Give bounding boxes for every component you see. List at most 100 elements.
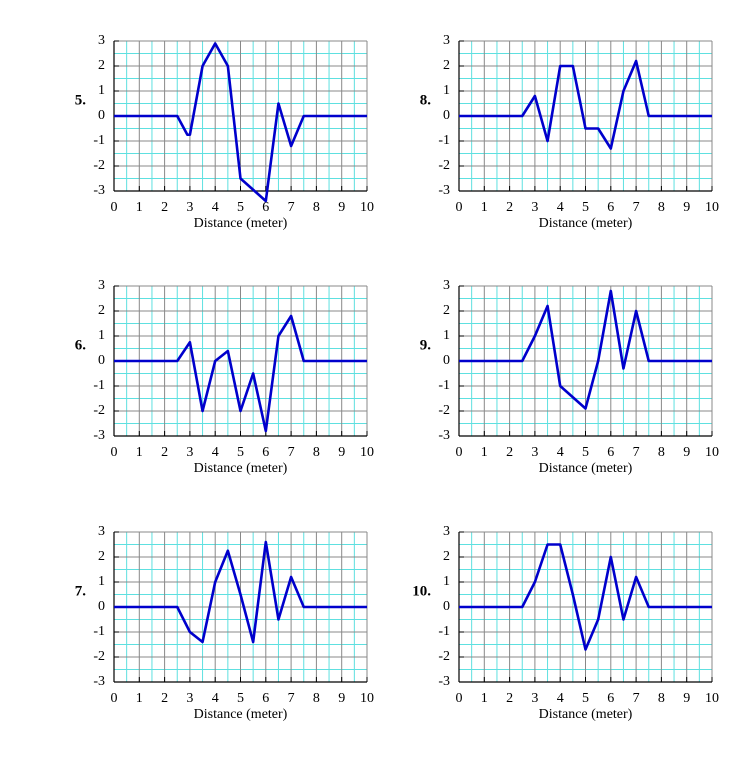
x-tick-label: 2 [161,445,168,460]
problem-number: 8. [420,92,432,108]
x-tick-label: 0 [111,691,118,706]
x-tick-label: 6 [262,691,269,706]
y-tick-label: 2 [98,303,105,318]
x-tick-label: 2 [161,200,168,215]
x-axis-title: Distance (meter) [194,461,288,476]
data-line [459,289,712,410]
x-tick-label: 5 [582,200,589,215]
y-tick-label: 0 [98,599,105,614]
x-tick-label: 1 [481,691,488,706]
x-tick-label: 7 [633,200,640,215]
x-tick-label: 5 [237,691,244,706]
x-tick-label: 10 [360,200,374,215]
problem-number: 9. [420,337,432,353]
x-tick-label: 0 [111,200,118,215]
y-tick-label: -3 [93,674,105,689]
y-tick-label: 1 [98,574,105,589]
x-tick-label: 10 [705,691,719,706]
x-tick-label: 4 [212,200,219,215]
x-tick-label: 1 [136,445,143,460]
y-tick-label: 1 [443,574,450,589]
x-tick-label: 10 [705,200,719,215]
x-tick-label: 9 [338,445,345,460]
y-tick-label: -3 [438,183,450,198]
x-axis-title: Distance (meter) [539,461,633,476]
x-tick-label: 10 [360,691,374,706]
x-tick-label: 3 [186,200,193,215]
x-tick-label: 2 [506,691,513,706]
y-tick-label: -1 [93,133,105,148]
y-tick-label: 0 [98,108,105,123]
x-axis-title: Distance (meter) [194,707,288,722]
y-tick-label: 2 [98,58,105,73]
x-tick-label: 9 [338,691,345,706]
y-tick-label: -2 [93,649,105,664]
x-tick-label: 2 [506,445,513,460]
x-tick-label: 1 [136,200,143,215]
x-tick-label: 1 [481,200,488,215]
x-tick-label: 7 [288,691,295,706]
data-line [114,314,367,433]
x-tick-label: 4 [557,445,564,460]
x-tick-label: 7 [288,200,295,215]
x-tick-label: 5 [582,445,589,460]
x-tick-label: 2 [506,200,513,215]
x-tick-label: 8 [313,200,320,215]
y-tick-label: -2 [438,649,450,664]
x-tick-label: 6 [262,200,269,215]
x-tick-label: 8 [313,445,320,460]
y-tick-label: 2 [98,549,105,564]
y-tick-label: 0 [443,108,450,123]
x-tick-label: 3 [186,691,193,706]
y-tick-label: -2 [438,403,450,418]
y-tick-label: -3 [93,183,105,198]
y-tick-label: -3 [438,674,450,689]
x-tick-label: 1 [136,691,143,706]
y-tick-label: 1 [443,83,450,98]
y-tick-label: 0 [443,599,450,614]
data-line [114,42,367,203]
y-tick-label: 2 [443,58,450,73]
y-tick-label: 3 [443,278,450,293]
x-tick-label: 5 [237,200,244,215]
x-tick-label: 9 [338,200,345,215]
y-tick-label: -1 [93,378,105,393]
x-tick-label: 7 [633,691,640,706]
y-tick-label: 0 [98,353,105,368]
x-tick-label: 10 [360,445,374,460]
y-tick-label: 1 [98,328,105,343]
x-tick-label: 9 [683,200,690,215]
x-tick-label: 6 [607,691,614,706]
x-tick-label: 4 [212,691,219,706]
problem-number: 10. [412,583,431,599]
x-tick-label: 10 [705,445,719,460]
x-tick-label: 8 [658,200,665,215]
data-line [114,540,367,644]
x-tick-label: 4 [212,445,219,460]
y-tick-label: -1 [438,624,450,639]
y-tick-label: 3 [98,278,105,293]
y-tick-label: 2 [443,303,450,318]
data-line [459,59,712,150]
y-tick-label: -1 [438,378,450,393]
y-tick-label: 1 [443,328,450,343]
x-tick-label: 0 [111,445,118,460]
y-tick-label: 3 [443,33,450,48]
data-line [459,543,712,651]
x-tick-label: 0 [456,200,463,215]
x-axis-title: Distance (meter) [539,216,633,231]
x-tick-label: 8 [313,691,320,706]
x-tick-label: 8 [658,691,665,706]
x-tick-label: 7 [633,445,640,460]
x-tick-label: 3 [531,200,538,215]
y-tick-label: -2 [93,403,105,418]
x-tick-label: 4 [557,200,564,215]
x-tick-label: 3 [531,445,538,460]
y-tick-label: 2 [443,549,450,564]
x-tick-label: 4 [557,691,564,706]
x-tick-label: 6 [607,445,614,460]
x-tick-label: 2 [161,691,168,706]
x-tick-label: 3 [531,691,538,706]
